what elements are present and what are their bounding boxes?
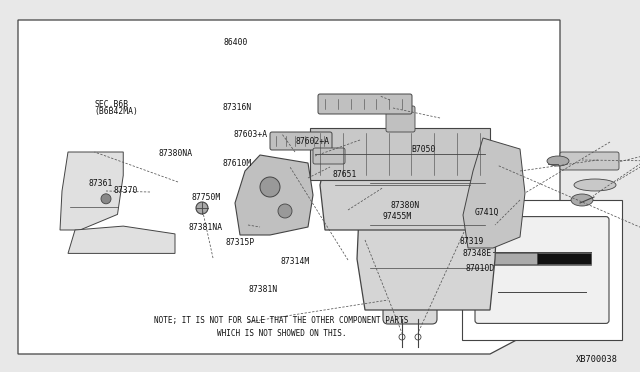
FancyBboxPatch shape <box>475 217 609 323</box>
Ellipse shape <box>547 156 569 166</box>
Text: 86400: 86400 <box>224 38 248 47</box>
Circle shape <box>399 334 405 340</box>
Text: 87010D: 87010D <box>466 264 495 273</box>
Text: 87381N: 87381N <box>248 285 278 294</box>
Polygon shape <box>18 20 560 354</box>
Text: SEC.B6B: SEC.B6B <box>95 100 129 109</box>
Polygon shape <box>357 140 498 310</box>
Circle shape <box>196 202 208 214</box>
Polygon shape <box>60 152 124 230</box>
Text: XB700038: XB700038 <box>575 356 618 365</box>
Ellipse shape <box>574 179 616 191</box>
Text: WHICH IS NOT SHOWED ON THIS.: WHICH IS NOT SHOWED ON THIS. <box>217 330 346 339</box>
FancyBboxPatch shape <box>560 152 619 170</box>
Bar <box>493 253 538 264</box>
Polygon shape <box>68 226 175 253</box>
Text: 87316N: 87316N <box>223 103 252 112</box>
Ellipse shape <box>571 194 593 206</box>
Text: 87651: 87651 <box>333 170 357 179</box>
Circle shape <box>101 194 111 204</box>
Text: 87750M: 87750M <box>192 193 221 202</box>
Polygon shape <box>320 140 490 230</box>
Text: B7050: B7050 <box>411 145 435 154</box>
FancyBboxPatch shape <box>318 94 412 114</box>
Text: 87315P: 87315P <box>225 238 255 247</box>
Text: 87361: 87361 <box>88 179 113 187</box>
FancyBboxPatch shape <box>313 148 345 164</box>
Circle shape <box>278 204 292 218</box>
FancyBboxPatch shape <box>270 132 332 150</box>
FancyBboxPatch shape <box>383 286 437 324</box>
Text: 87602+A: 87602+A <box>296 137 330 146</box>
FancyBboxPatch shape <box>386 106 415 132</box>
Polygon shape <box>235 155 313 235</box>
Text: 87603+A: 87603+A <box>234 130 268 139</box>
Text: NOTE; IT IS NOT FOR SALE THAT THE OTHER COMPONENT PARTS: NOTE; IT IS NOT FOR SALE THAT THE OTHER … <box>154 315 409 324</box>
Bar <box>537 253 591 264</box>
Text: 87370: 87370 <box>114 186 138 195</box>
Polygon shape <box>463 138 525 248</box>
Text: 87319: 87319 <box>460 237 484 246</box>
Text: 87381NA: 87381NA <box>189 223 223 232</box>
Text: G741Q: G741Q <box>475 208 499 217</box>
Text: 87348E: 87348E <box>462 249 492 258</box>
Text: 87610M: 87610M <box>223 159 252 168</box>
Text: 87314M: 87314M <box>280 257 310 266</box>
Circle shape <box>260 177 280 197</box>
Bar <box>462 200 622 340</box>
Text: 87380NA: 87380NA <box>159 149 193 158</box>
Circle shape <box>375 180 391 196</box>
Text: 97455M: 97455M <box>383 212 412 221</box>
Text: (B6B42MA): (B6B42MA) <box>95 107 139 116</box>
Circle shape <box>380 185 386 190</box>
Text: 87380N: 87380N <box>390 201 420 210</box>
Ellipse shape <box>481 275 491 281</box>
Circle shape <box>415 334 421 340</box>
Bar <box>310 128 490 180</box>
